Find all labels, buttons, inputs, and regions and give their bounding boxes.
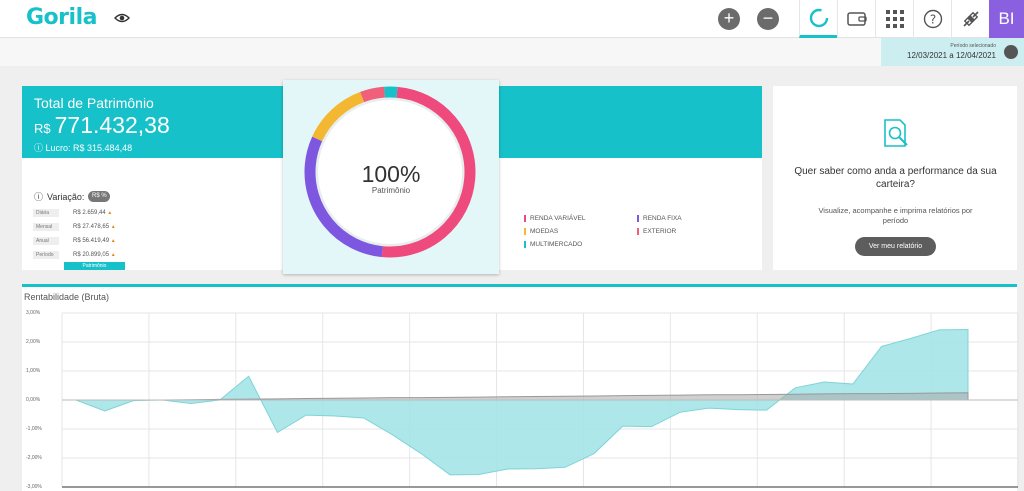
variation-label-daily: Diária <box>33 209 59 217</box>
minus-icon: − <box>762 8 774 28</box>
legend-multimercado[interactable]: MULTIMERCADO <box>524 241 582 248</box>
plus-icon: + <box>723 8 735 28</box>
series-area-1[interactable] <box>76 392 969 401</box>
variation-label-monthly: Mensal <box>33 223 59 231</box>
variation-label: Variação: <box>47 191 85 202</box>
chart-title: Rentabilidade (Bruta) <box>24 292 110 302</box>
y-tick: -2,00% <box>26 455 42 461</box>
top-bar <box>0 0 1024 38</box>
period-label: Período selecionado <box>950 43 996 49</box>
info-icon: ⓘ <box>34 192 44 202</box>
y-tick: -3,00% <box>26 484 42 490</box>
series-area-0[interactable] <box>75 329 969 476</box>
calendar-icon[interactable] <box>1004 45 1018 59</box>
report-subtitle: Visualize, acompanhe e imprima relatório… <box>818 206 973 225</box>
donut-percent: 100% <box>361 161 421 187</box>
arrow-up-icon: ▲ <box>110 252 116 258</box>
total-value: 771.432,38 <box>54 112 170 138</box>
segment-renda-variavel[interactable] <box>303 85 476 258</box>
variation-value-monthly: R$ 27.478,65 <box>73 224 110 230</box>
profit-text: Lucro: R$ 315.484,48 <box>45 143 133 153</box>
variation-label-yearly: Anual <box>33 237 59 245</box>
period-value: 12/03/2021 a 12/04/2021 <box>907 51 996 60</box>
report-title: Quer saber como anda a performance da su… <box>794 166 997 190</box>
avatar[interactable]: BI <box>989 0 1024 38</box>
legend-label: MOEDAS <box>530 228 559 236</box>
help-icon: ? <box>923 9 942 29</box>
allocation-donut-panel <box>283 80 499 274</box>
variation-value-yearly: R$ 56.419,49 <box>73 238 110 244</box>
nav-performance[interactable] <box>799 0 837 38</box>
remove-button[interactable]: − <box>757 8 779 30</box>
connection-icon <box>962 11 979 27</box>
nav-connections[interactable] <box>951 0 989 38</box>
y-tick: 3,00% <box>26 310 41 316</box>
report-search-icon <box>884 119 908 147</box>
nav-help[interactable]: ? <box>913 0 951 38</box>
logo[interactable]: Gorila <box>26 5 97 30</box>
y-tick: 1,00% <box>26 368 41 374</box>
legend-label: RENDA FIXA <box>643 215 682 223</box>
patrimony-title: Total de Patrimônio <box>34 95 154 111</box>
eye-icon[interactable] <box>114 12 130 24</box>
allocation-donut[interactable] <box>283 80 499 274</box>
svg-text:?: ? <box>929 13 935 27</box>
segment-renda-fixa[interactable] <box>303 85 476 258</box>
add-button[interactable]: + <box>718 8 740 30</box>
arrow-up-icon: ▲ <box>107 210 113 216</box>
variation-toggle[interactable]: R$ % <box>88 191 111 202</box>
variation-label-period: Período <box>33 251 59 259</box>
arrow-up-icon: ▲ <box>110 238 116 244</box>
variation-row: ⓘ Variação: R$ % <box>34 190 111 203</box>
patrimony-total: R$ 771.432,38 <box>34 112 170 139</box>
toggle-currency: R$ <box>92 193 100 199</box>
y-tick: 0,00% <box>26 397 41 403</box>
currency: R$ <box>34 121 51 136</box>
y-tick: -1,00% <box>26 426 42 432</box>
top-nav: ? BI <box>799 0 1024 38</box>
nav-wallet[interactable] <box>837 0 875 38</box>
nav-apps[interactable] <box>875 0 913 38</box>
view-report-button[interactable]: Ver meu relatório <box>855 237 936 256</box>
period-strip <box>0 38 1024 66</box>
variation-period: Período R$ 20.899,05 ▲ <box>33 251 123 261</box>
legend-moedas[interactable]: MOEDAS <box>524 228 558 235</box>
performance-icon <box>809 8 828 27</box>
variation-yearly: Anual R$ 56.419,49 ▲ <box>33 237 123 247</box>
patrimony-tab[interactable]: Patrimônio <box>64 262 125 270</box>
wallet-icon <box>846 12 867 26</box>
toggle-percent: % <box>101 193 107 199</box>
variation-monthly: Mensal R$ 27.478,65 ▲ <box>33 223 123 233</box>
period-selector[interactable]: Período selecionado 12/03/2021 a 12/04/2… <box>881 38 1024 66</box>
profit-line: ⓘ Lucro: R$ 315.484,48 <box>34 141 132 154</box>
legend-renda-variavel[interactable]: RENDA VARIÁVEL <box>524 215 586 222</box>
y-tick: 2,00% <box>26 339 41 345</box>
legend-exterior[interactable]: EXTERIOR <box>637 228 676 235</box>
variation-daily: Diária R$ 2.659,44 ▲ <box>33 209 123 219</box>
variation-value-daily: R$ 2.659,44 <box>73 210 106 216</box>
apps-grid-icon <box>885 10 904 28</box>
legend-label: RENDA VARIÁVEL <box>530 215 586 223</box>
legend-label: EXTERIOR <box>643 228 677 236</box>
legend-renda-fixa[interactable]: RENDA FIXA <box>637 215 682 222</box>
info-icon: ⓘ <box>34 143 46 153</box>
arrow-up-icon: ▲ <box>110 224 116 230</box>
variation-value-period: R$ 20.899,05 <box>73 252 110 258</box>
legend-label: MULTIMERCADO <box>530 241 583 249</box>
donut-label: Patrimônio <box>371 186 411 195</box>
